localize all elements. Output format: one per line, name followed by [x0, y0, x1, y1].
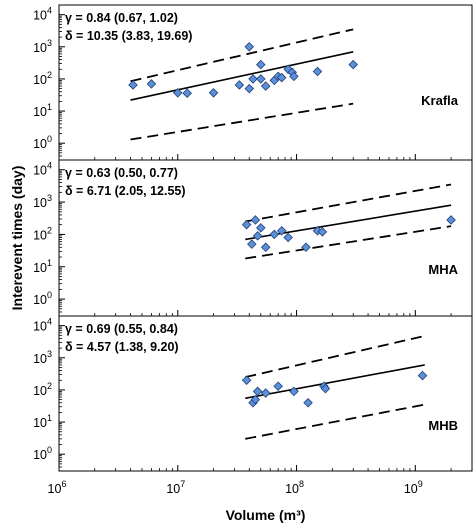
y-tick-label: 101 — [33, 413, 52, 430]
upper-bound-line — [245, 183, 452, 223]
y-tick-label: 102 — [33, 70, 52, 87]
data-point — [250, 215, 261, 225]
data-point — [182, 88, 192, 98]
data-point — [234, 80, 245, 90]
data-point — [248, 74, 258, 84]
annotation-gamma: γ = 0.69 (0.55, 0.84) — [65, 322, 178, 336]
data-point — [283, 232, 293, 243]
data-point — [260, 242, 271, 253]
data-point — [273, 381, 283, 392]
data-point — [244, 42, 255, 52]
data-point — [128, 80, 138, 90]
x-tick-label: 106 — [48, 479, 67, 496]
y-tick-label: 102 — [33, 381, 52, 398]
y-tick-label: 102 — [33, 225, 52, 242]
data-point — [348, 59, 358, 70]
y-tick-label: 100 — [33, 445, 52, 462]
data-point — [250, 394, 261, 405]
data-point — [320, 383, 331, 394]
lower-bound-line — [245, 225, 452, 260]
data-point — [276, 72, 287, 83]
annotation-delta: δ = 6.71 (2.05, 12.55) — [65, 184, 186, 198]
upper-bound-line — [130, 28, 354, 83]
data-point — [256, 223, 266, 233]
y-tick-label: 104 — [33, 6, 52, 23]
y-axis-title: Interevent times (day) — [9, 166, 25, 311]
data-point — [208, 88, 219, 98]
data-point — [317, 227, 328, 237]
panel-frame-mhb — [58, 315, 473, 472]
data-point — [301, 242, 311, 253]
data-point — [173, 88, 183, 98]
data-point — [247, 239, 257, 249]
x-tick-label: 107 — [166, 479, 185, 496]
data-point — [276, 225, 287, 236]
data-point — [303, 397, 313, 408]
data-point — [260, 388, 271, 398]
fit-line — [130, 50, 354, 101]
x-tick-label: 109 — [404, 479, 423, 496]
data-point — [417, 370, 428, 381]
data-point — [146, 79, 157, 89]
data-point — [241, 375, 252, 386]
data-point — [252, 386, 263, 397]
annotation-gamma: γ = 0.84 (0.67, 1.02) — [65, 11, 178, 25]
annotation-delta: δ = 10.35 (3.83, 19.69) — [65, 29, 192, 43]
data-point — [256, 74, 266, 84]
data-point — [289, 386, 299, 397]
y-tick-label: 100 — [33, 290, 52, 307]
y-tick-label: 103 — [33, 38, 52, 55]
annotation-delta: δ = 4.57 (1.38, 9.20) — [65, 340, 179, 354]
data-point — [283, 64, 293, 75]
y-tick-label: 101 — [33, 258, 52, 275]
data-point — [244, 83, 255, 94]
fit-line — [245, 364, 425, 400]
data-point — [269, 229, 280, 240]
y-tick-label: 103 — [33, 193, 52, 210]
data-point — [252, 231, 263, 241]
y-tick-label: 103 — [33, 349, 52, 366]
x-axis-title: Volume (m³) — [226, 507, 306, 523]
y-tick-label: 104 — [33, 161, 52, 178]
data-point — [241, 219, 252, 230]
x-tick-label: 108 — [285, 479, 304, 496]
lower-bound-line — [130, 102, 354, 141]
y-tick-label: 104 — [33, 317, 52, 334]
data-point — [446, 215, 456, 225]
panel-label: MHA — [428, 262, 458, 277]
data-point — [289, 71, 299, 82]
fit-line — [245, 204, 452, 241]
lower-bound-line — [245, 403, 425, 440]
data-point — [256, 59, 266, 70]
annotation-gamma: γ = 0.63 (0.50, 0.77) — [65, 166, 178, 180]
y-tick-label: 100 — [33, 134, 52, 151]
data-point — [312, 66, 323, 77]
upper-bound-line — [245, 335, 425, 379]
y-tick-label: 101 — [33, 102, 52, 119]
panel-label: Krafla — [421, 93, 459, 108]
data-point — [260, 81, 271, 91]
panel-label: MHB — [428, 418, 458, 433]
